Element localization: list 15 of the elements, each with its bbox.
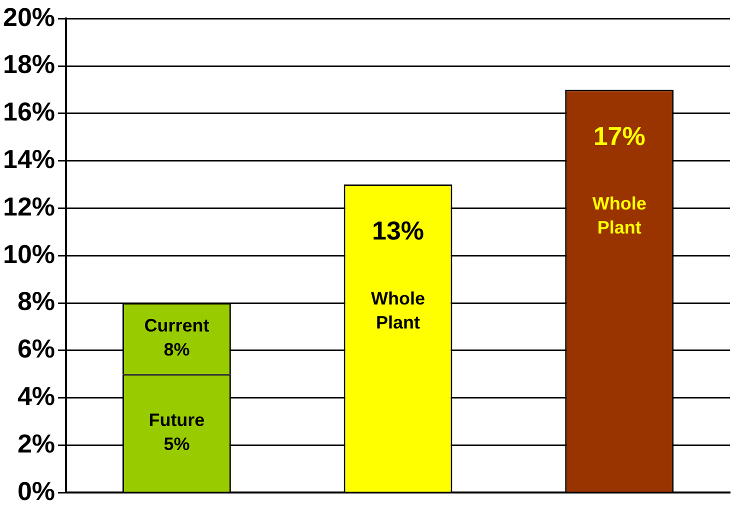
y-tick-label: 0% <box>17 476 56 506</box>
y-tick-label: 18% <box>2 49 56 80</box>
text: 13% Whole Plant <box>371 216 426 332</box>
text: 17% Whole Plant <box>592 120 646 238</box>
y-tick-label: 2% <box>17 428 56 458</box>
y-tick-label: 20% <box>2 2 56 32</box>
y-tick-label: 8% <box>17 286 56 316</box>
data-label: Future 5% <box>148 410 205 454</box>
y-tick-label: 16% <box>2 96 56 127</box>
data-label: Current 8% <box>144 316 210 360</box>
y-tick-label: 12% <box>2 191 56 222</box>
y-tick-label: 4% <box>17 380 56 411</box>
y-tick-label: 14% <box>2 144 56 174</box>
y-tick-label: 10% <box>2 238 56 269</box>
y-tick-label: 6% <box>17 334 56 364</box>
